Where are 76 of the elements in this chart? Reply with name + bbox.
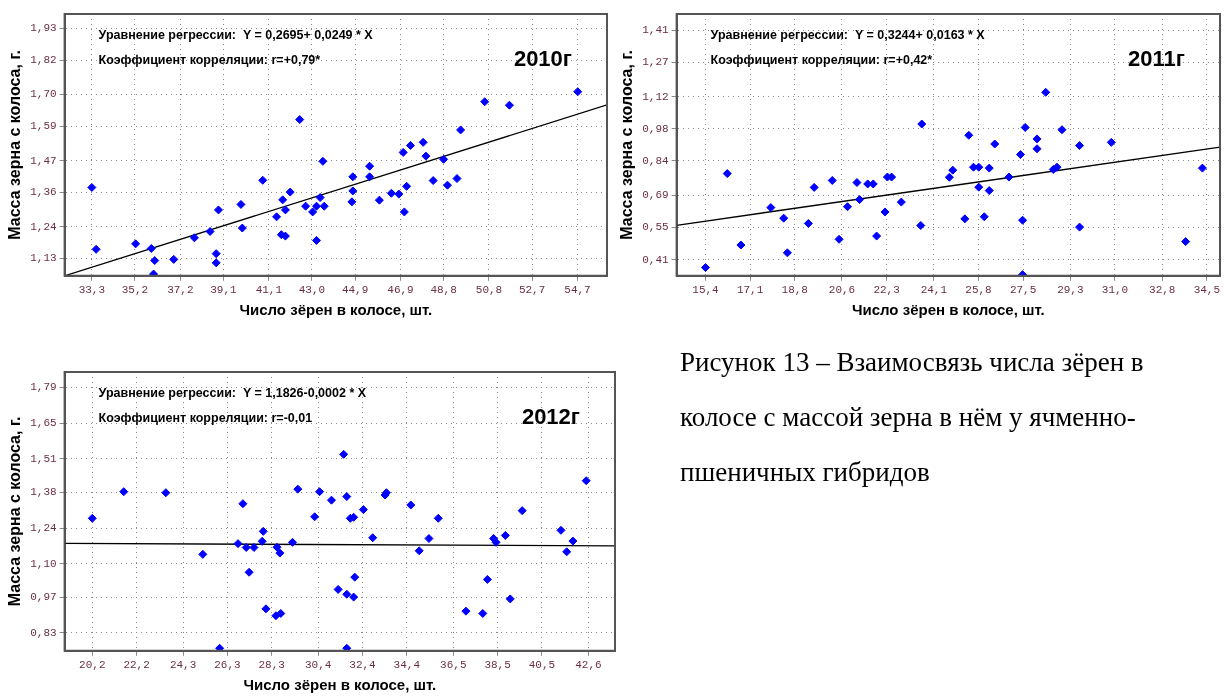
y-tick-label: 1,51 bbox=[30, 452, 57, 465]
y-tick-label: 1,13 bbox=[30, 252, 57, 265]
y-axis-title: Масса зерна с колоса, г. bbox=[618, 50, 636, 240]
x-tick-label: 32,8 bbox=[1149, 284, 1176, 297]
x-tick-label: 54,7 bbox=[564, 284, 591, 297]
x-tick-label: 20,6 bbox=[828, 284, 856, 297]
x-tick-label: 20,2 bbox=[79, 659, 106, 672]
y-axis-title: Масса зерна с колоса, г. bbox=[6, 50, 24, 240]
x-tick-label: 27,5 bbox=[1009, 284, 1037, 297]
annotation: Коэффициент корреляции: r=+0,42* bbox=[710, 53, 933, 68]
x-tick-label: 48,8 bbox=[430, 284, 457, 297]
x-tick-label: 38,5 bbox=[484, 659, 511, 672]
x-tick-label: 17,1 bbox=[736, 284, 764, 297]
x-tick-label: 50,8 bbox=[475, 284, 503, 297]
y-tick-label: 1,27 bbox=[642, 56, 669, 69]
y-tick-label: 1,24 bbox=[30, 220, 57, 233]
y-tick-label: 1,47 bbox=[30, 154, 57, 167]
x-tick-label: 18,8 bbox=[781, 284, 808, 297]
annotation: Уравнение регрессии: Y = 0,2695+ 0,0249 * X bbox=[98, 28, 374, 43]
x-tick-label: 35,2 bbox=[121, 284, 149, 297]
y-axis-title: Масса зерна с колоса, г. bbox=[6, 416, 24, 607]
x-axis-title: Число зёрен в колосе, шт. bbox=[243, 676, 437, 694]
y-tick-label: 1,79 bbox=[30, 381, 57, 394]
x-tick-label: 22,3 bbox=[873, 284, 900, 297]
x-tick-label: 52,7 bbox=[518, 284, 546, 297]
annotation: 2010г bbox=[513, 46, 572, 72]
x-tick-label: 15,4 bbox=[692, 284, 720, 297]
x-tick-label: 25,8 bbox=[965, 284, 992, 297]
y-tick-label: 0,97 bbox=[30, 590, 57, 603]
x-tick-label: 34,5 bbox=[1193, 284, 1221, 297]
y-tick-label: 0,41 bbox=[642, 253, 669, 266]
y-tick-label: 1,59 bbox=[30, 120, 57, 133]
x-tick-label: 32,4 bbox=[349, 659, 377, 672]
text: Рисунок 13 – Взаимосвязь числа зёрен в колосе с массой зерна в нём у ячменно-пшеничных гибридов bbox=[680, 346, 1145, 489]
annotation: Уравнение регрессии: Y = 1,1826-0,0002 * X bbox=[98, 386, 367, 401]
annotation: 2012г bbox=[521, 404, 580, 430]
x-tick-label: 46,9 bbox=[387, 284, 414, 297]
x-tick-label: 24,3 bbox=[169, 659, 197, 672]
x-tick-label: 28,3 bbox=[258, 659, 285, 672]
y-tick-label: 1,70 bbox=[30, 88, 57, 101]
annotation: Коэффициент корреляции: r=+0,79* bbox=[98, 53, 321, 68]
x-tick-label: 26,3 bbox=[214, 659, 241, 672]
y-tick-label: 1,10 bbox=[30, 557, 57, 570]
x-tick-label: 44,9 bbox=[341, 284, 369, 297]
annotation: 2011г bbox=[1128, 46, 1185, 72]
y-tick-label: 1,12 bbox=[642, 90, 669, 103]
x-tick-label: 43,0 bbox=[298, 284, 326, 297]
y-tick-label: 0,83 bbox=[30, 626, 57, 639]
x-tick-label: 31,0 bbox=[1101, 284, 1129, 297]
annotation: Уравнение регрессии: Y = 0,3244+ 0,0163 * X bbox=[710, 28, 986, 43]
y-tick-label: 1,24 bbox=[30, 521, 57, 534]
x-tick-label: 22,2 bbox=[123, 659, 150, 672]
y-tick-label: 0,98 bbox=[642, 122, 669, 135]
x-tick-label: 39,1 bbox=[210, 284, 238, 297]
x-tick-label: 42,6 bbox=[575, 659, 602, 672]
y-tick-label: 0,84 bbox=[642, 154, 669, 167]
x-tick-label: 24,1 bbox=[920, 284, 948, 297]
x-tick-label: 37,2 bbox=[167, 284, 194, 297]
x-tick-label: 33,3 bbox=[78, 284, 106, 297]
x-axis-title: Число зёрен в колосе, шт. bbox=[851, 301, 1045, 319]
y-tick-label: 1,65 bbox=[30, 417, 57, 430]
y-tick-label: 1,41 bbox=[642, 23, 669, 36]
y-tick-label: 1,38 bbox=[30, 486, 57, 499]
y-tick-label: 1,82 bbox=[30, 53, 57, 66]
y-tick-label: 0,55 bbox=[642, 221, 669, 234]
x-tick-label: 29,3 bbox=[1057, 284, 1084, 297]
x-tick-label: 30,4 bbox=[305, 659, 332, 672]
x-tick-label: 34,4 bbox=[393, 659, 421, 672]
x-tick-label: 36,5 bbox=[440, 659, 467, 672]
y-tick-label: 1,93 bbox=[30, 22, 57, 35]
y-tick-label: 1,36 bbox=[30, 186, 57, 199]
x-axis-title: Число зёрен в колосе, шт. bbox=[239, 301, 433, 319]
x-tick-label: 41,1 bbox=[255, 284, 283, 297]
annotation: Коэффициент корреляции: r=-0,01 bbox=[98, 411, 313, 426]
x-tick-label: 40,5 bbox=[528, 659, 556, 672]
y-tick-label: 0,69 bbox=[642, 189, 669, 202]
